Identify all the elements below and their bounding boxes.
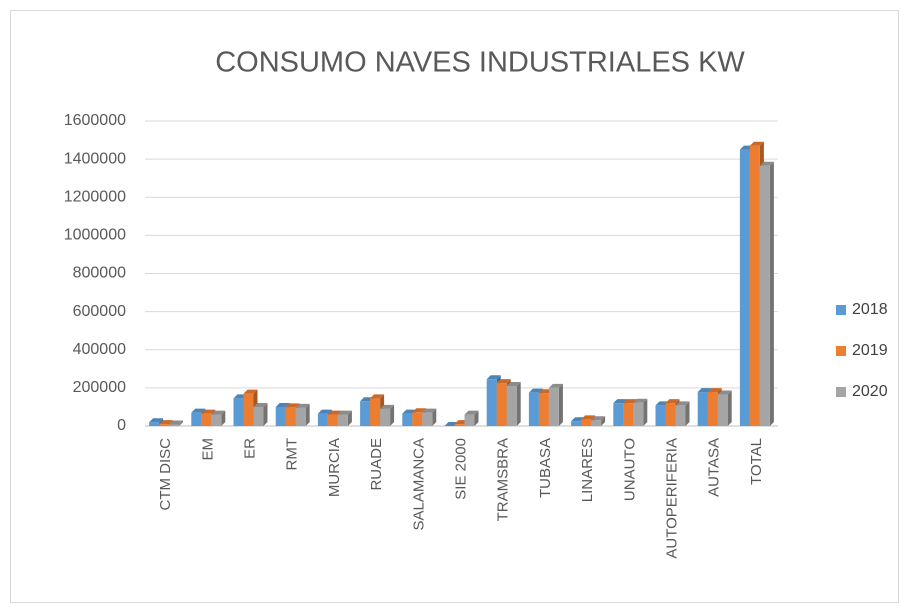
x-tick-label: UNAUTO [621, 438, 638, 501]
x-tick-label: TUBASA [537, 438, 554, 498]
y-tick-label: 1600000 [64, 112, 126, 129]
bar [506, 381, 521, 426]
y-tick-label: 1000000 [64, 227, 126, 244]
x-tick-label: RUADE [368, 438, 385, 491]
legend-swatch [836, 346, 846, 356]
legend-swatch [836, 305, 846, 315]
legend-label: 2019 [852, 342, 888, 359]
x-tick-label: RMT [284, 438, 301, 471]
legend-label: 2020 [852, 383, 888, 400]
bar [422, 408, 437, 426]
bar [253, 402, 268, 426]
legend-swatch [836, 387, 846, 397]
y-tick-label: 1200000 [64, 188, 126, 205]
x-tick-label: SIE 2000 [452, 438, 469, 500]
bar [169, 420, 184, 426]
bar [591, 416, 606, 426]
x-tick-label: TOTAL [748, 438, 765, 485]
bar [337, 410, 352, 426]
y-tick-label: 200000 [73, 379, 126, 396]
bar [675, 401, 690, 426]
bar [717, 390, 732, 426]
bar [633, 398, 648, 426]
legend-label: 2018 [852, 301, 888, 318]
x-tick-label: CTM DISC [157, 438, 174, 511]
x-tick-label: ER [241, 438, 258, 459]
y-tick-label: 400000 [73, 341, 126, 358]
y-tick-label: 600000 [73, 303, 126, 320]
y-tick-label: 800000 [73, 265, 126, 282]
x-tick-label: TRAMSBRA [495, 438, 512, 521]
x-tick-label: AUTOPERIFERIA [663, 438, 680, 559]
bar [548, 383, 563, 426]
x-tick-label: MURCIA [326, 438, 343, 497]
bar [464, 410, 479, 426]
y-tick-label: 1400000 [64, 150, 126, 167]
bar [380, 404, 395, 426]
x-tick-label: AUTASA [706, 438, 723, 497]
x-tick-label: LINARES [579, 438, 596, 502]
x-tick-label: EM [199, 438, 216, 461]
bar [211, 410, 226, 426]
y-tick-label: 0 [117, 417, 126, 434]
bar [295, 403, 310, 426]
chart-title: CONSUMO NAVES INDUSTRIALES KW [215, 47, 745, 79]
bar [759, 161, 774, 426]
x-tick-label: SALAMANCA [410, 438, 427, 531]
